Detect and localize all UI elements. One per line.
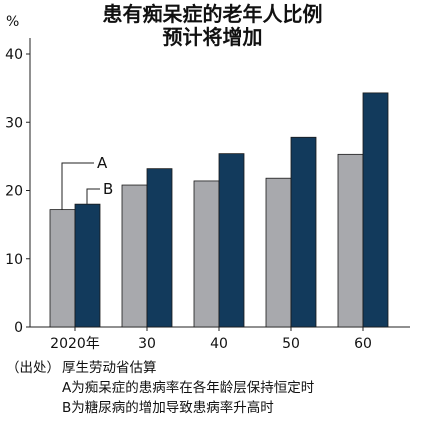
bar-b-0	[74, 203, 101, 328]
y-tick-label: 20	[5, 184, 23, 200]
bar-a-3	[265, 177, 292, 328]
bar-a-4	[337, 153, 364, 328]
chart-title-line2: 预计将增加	[162, 25, 263, 49]
bar-b-3	[290, 136, 317, 328]
bar-a-0	[49, 209, 76, 328]
bar-b-4	[362, 92, 389, 328]
bar-b-2	[218, 153, 245, 328]
y-unit-label: %	[6, 14, 19, 30]
series-label-b: B	[103, 180, 113, 198]
chart-notes: （出处） 厚生劳动省估算 A为痴呆症的患病率在各年龄层保持恒定时 B为糖尿病的增加…	[6, 358, 314, 418]
x-tick-label: 2020年	[50, 336, 100, 352]
x-tick-label: 50	[282, 336, 300, 352]
y-tick-label: 0	[14, 320, 23, 336]
bar-a-2	[193, 180, 220, 328]
series-label-a: A	[97, 154, 108, 172]
source-label: （出处）	[6, 360, 60, 376]
x-tick-label: 30	[138, 336, 156, 352]
x-tick-label: 60	[354, 336, 372, 352]
y-tick-label: 10	[5, 252, 23, 268]
bar-b-1	[146, 168, 173, 328]
y-tick-label: 30	[5, 115, 23, 131]
x-tick-label: 40	[210, 336, 228, 352]
note-a: A为痴呆症的患病率在各年龄层保持恒定时	[62, 380, 315, 396]
leader-line-a	[61, 162, 94, 210]
chart-title-line1: 患有痴呆症的老年人比例	[102, 2, 323, 26]
bar-a-1	[121, 184, 148, 328]
source-text: 厚生劳动省估算	[62, 360, 157, 376]
note-b: B为糖尿病的增加导致患病率升高时	[62, 400, 274, 416]
y-tick-label: 40	[5, 47, 23, 63]
leader-line-b	[86, 188, 100, 205]
